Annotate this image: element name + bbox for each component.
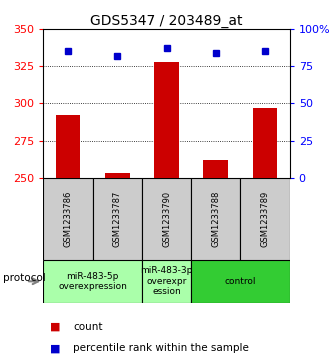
Bar [142,260,191,303]
Title: GDS5347 / 203489_at: GDS5347 / 203489_at [90,14,243,28]
Bar [191,178,240,260]
Text: ■: ■ [50,322,61,332]
Text: percentile rank within the sample: percentile rank within the sample [73,343,249,354]
Bar [105,174,130,178]
Text: GSM1233788: GSM1233788 [211,191,220,247]
Bar [43,178,93,260]
Text: GSM1233790: GSM1233790 [162,191,171,247]
Text: protocol: protocol [3,273,46,283]
Bar [203,160,228,178]
Bar [43,260,142,303]
Text: GSM1233787: GSM1233787 [113,191,122,247]
Text: GSM1233789: GSM1233789 [260,191,270,247]
Bar [154,62,179,178]
Text: miR-483-3p
overexpr
ession: miR-483-3p overexpr ession [140,266,193,296]
Bar [142,178,191,260]
Bar [240,178,290,260]
Text: count: count [73,322,103,332]
Text: control: control [225,277,256,286]
Bar [56,115,80,178]
Text: GSM1233786: GSM1233786 [63,191,73,247]
Text: miR-483-5p
overexpression: miR-483-5p overexpression [58,272,127,291]
Bar [93,178,142,260]
Bar [191,260,290,303]
Text: ■: ■ [50,343,61,354]
Bar [253,108,277,178]
